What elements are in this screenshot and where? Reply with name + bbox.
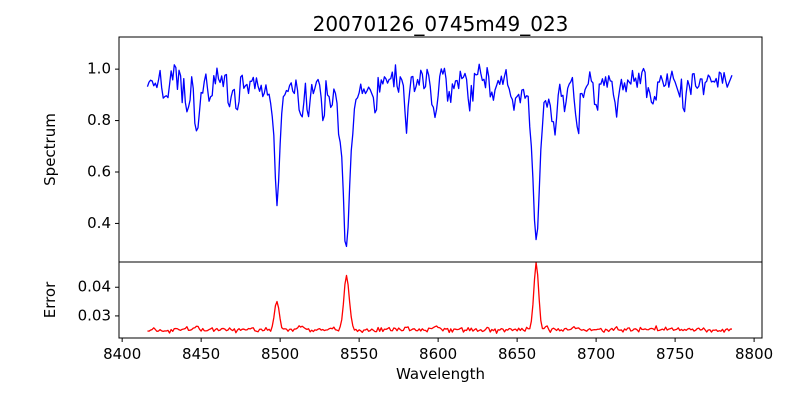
x-axis-label: Wavelength xyxy=(396,365,485,383)
x-tick-label: 8500 xyxy=(261,345,299,363)
x-tick-label: 8800 xyxy=(735,345,773,363)
error-y-tick-label: 0.03 xyxy=(78,306,111,324)
spectrum-y-tick-label: 0.4 xyxy=(87,214,111,232)
x-tick-label: 8550 xyxy=(340,345,378,363)
x-tick-label: 8700 xyxy=(577,345,615,363)
x-tick-label: 8650 xyxy=(498,345,536,363)
error-y-axis-label: Error xyxy=(41,281,59,318)
x-tick-label: 8600 xyxy=(419,345,457,363)
data-lines-layer xyxy=(146,63,733,334)
spectrum-y-tick-label: 1.0 xyxy=(87,60,111,78)
spectrum-y-tick-label: 0.6 xyxy=(87,163,111,181)
error-panel-border xyxy=(118,261,763,339)
x-tick-label: 8400 xyxy=(103,345,141,363)
error-y-tick-label: 0.04 xyxy=(78,278,111,296)
x-tick-label: 8450 xyxy=(182,345,220,363)
chart-title: 20070126_0745m49_023 xyxy=(313,12,569,36)
spectrum-line xyxy=(146,63,733,248)
error-line xyxy=(147,261,732,334)
x-tick-label: 8750 xyxy=(656,345,694,363)
spectrum-y-axis-label: Spectrum xyxy=(41,113,59,186)
spectrum-y-tick-label: 0.8 xyxy=(87,111,111,129)
axes-ticks-layer: 0.4 0.6 0.8 1.0 0.03 0.04 8400 8450 8500 8550 8600… xyxy=(78,60,774,363)
